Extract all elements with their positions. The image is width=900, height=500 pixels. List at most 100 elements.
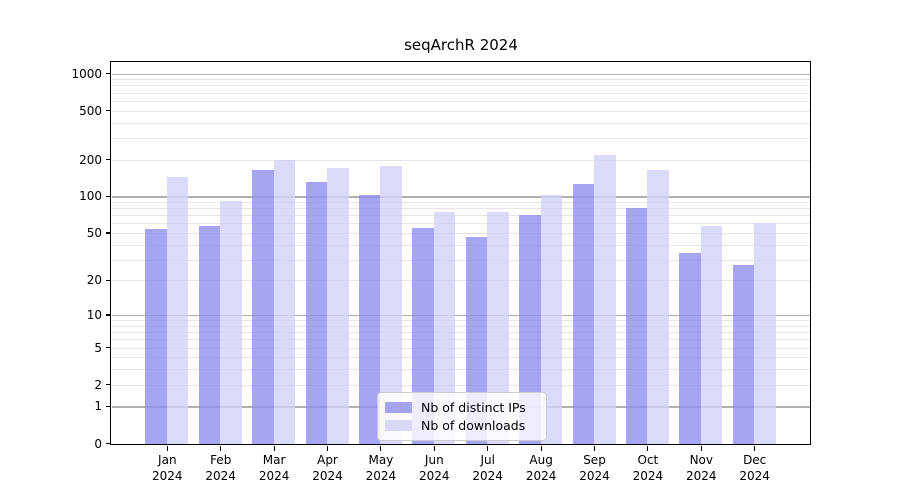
- x-tick-label: Nov 2024: [686, 453, 717, 483]
- bar-distinct-ips-sep: [572, 183, 594, 445]
- bar-downloads-jul: [487, 211, 509, 445]
- legend-label-downloads: Nb of downloads: [421, 418, 526, 433]
- bar-downloads-jan: [166, 177, 189, 445]
- gridline-major: [111, 196, 811, 198]
- gridline-minor: [111, 100, 811, 102]
- y-tick-label: 5: [94, 340, 102, 355]
- y-tick-label: 50: [86, 225, 102, 240]
- bar-downloads-apr: [327, 168, 349, 445]
- gridline-minor: [111, 223, 811, 225]
- y-tick-mark: [105, 442, 111, 445]
- y-tick-mark: [105, 110, 111, 112]
- x-tick-mark: [166, 445, 168, 451]
- gridline-minor: [111, 280, 811, 282]
- y-tick-mark: [105, 346, 111, 349]
- gridline-minor: [111, 369, 811, 371]
- gridline-minor: [111, 208, 811, 210]
- y-tick-mark: [105, 72, 111, 75]
- bar-distinct-ips-mar: [252, 169, 274, 445]
- x-tick-mark: [380, 445, 382, 451]
- bar-distinct-ips-may: [358, 195, 381, 445]
- x-tick-label: Apr 2024: [312, 453, 343, 483]
- bar-downloads-feb: [220, 200, 242, 445]
- gridline-major: [111, 73, 811, 75]
- legend-swatch-distinct-ips: [385, 402, 412, 413]
- bar-distinct-ips-nov: [679, 253, 701, 445]
- y-tick-label: 1000: [71, 66, 102, 81]
- y-tick-mark: [105, 314, 111, 316]
- x-tick-label: Jan 2024: [152, 453, 183, 483]
- y-tick-mark: [105, 279, 111, 282]
- gridline-minor: [111, 137, 811, 139]
- gridline-minor: [111, 92, 811, 94]
- gridline-minor: [111, 201, 811, 203]
- y-tick-label: 2: [94, 377, 102, 392]
- gridline-minor: [111, 320, 811, 322]
- x-tick-label: Dec 2024: [739, 453, 770, 483]
- gridline-minor: [111, 244, 811, 246]
- bar-distinct-ips-aug: [519, 215, 541, 445]
- y-tick-mark: [105, 384, 111, 386]
- x-tick-mark: [540, 445, 542, 451]
- x-tick-label: Oct 2024: [632, 453, 664, 483]
- gridline-minor: [111, 339, 811, 341]
- bar-downloads-may: [380, 166, 402, 445]
- x-tick-mark: [647, 445, 649, 451]
- gridline-major: [111, 315, 811, 317]
- y-tick-label: 10: [86, 308, 102, 323]
- y-tick-mark: [105, 158, 111, 161]
- gridline-minor: [111, 259, 811, 261]
- x-tick-mark: [220, 445, 222, 451]
- x-tick-label: May 2024: [365, 453, 397, 483]
- gridline-minor: [111, 357, 811, 359]
- bar-distinct-ips-jun: [412, 227, 434, 445]
- x-tick-mark: [754, 445, 756, 451]
- gridline-minor: [111, 79, 811, 81]
- y-tick-label: 0: [94, 436, 102, 451]
- gridline-minor: [111, 232, 811, 234]
- bar-downloads-nov: [700, 226, 723, 445]
- bar-downloads-aug: [540, 194, 563, 445]
- plot-border: [110, 61, 811, 445]
- gridline-minor: [111, 325, 811, 327]
- bar-distinct-ips-apr: [305, 181, 327, 445]
- legend-label-distinct-ips: Nb of distinct IPs: [421, 400, 526, 415]
- x-tick-mark: [700, 445, 702, 451]
- y-tick-label: 20: [86, 273, 102, 288]
- gridline-minor: [111, 85, 811, 87]
- gridline-minor: [111, 122, 811, 124]
- bar-distinct-ips-dec: [732, 265, 755, 445]
- x-tick-mark: [487, 445, 489, 451]
- x-tick-mark: [273, 445, 275, 451]
- x-tick-mark: [593, 445, 596, 451]
- bar-distinct-ips-jan: [145, 228, 167, 445]
- gridline-minor: [111, 110, 811, 112]
- y-tick-mark: [105, 405, 111, 407]
- y-tick-label: 200: [79, 152, 102, 167]
- x-tick-label: Aug 2024: [525, 453, 557, 483]
- bar-distinct-ips-feb: [198, 226, 221, 445]
- gridline-minor: [111, 159, 811, 161]
- gridline-minor: [111, 347, 811, 349]
- x-tick-label: Mar 2024: [258, 453, 290, 483]
- y-tick-mark: [105, 232, 111, 234]
- gridline-minor: [111, 384, 811, 386]
- y-tick-label: 100: [79, 189, 102, 204]
- bar-downloads-jun: [433, 211, 456, 445]
- gridline-minor: [111, 215, 811, 217]
- legend-swatch-downloads: [385, 420, 412, 431]
- bar-downloads-mar: [273, 159, 296, 445]
- x-tick-label: Feb 2024: [205, 453, 236, 483]
- y-tick-label: 500: [79, 103, 102, 118]
- bar-downloads-sep: [594, 155, 616, 445]
- x-tick-label: Jul 2024: [472, 453, 503, 483]
- bar-downloads-dec: [754, 223, 776, 445]
- x-tick-label: Sep 2024: [579, 453, 610, 483]
- x-tick-label: Jun 2024: [419, 453, 450, 483]
- gridline-minor: [111, 332, 811, 334]
- x-tick-mark: [326, 445, 329, 451]
